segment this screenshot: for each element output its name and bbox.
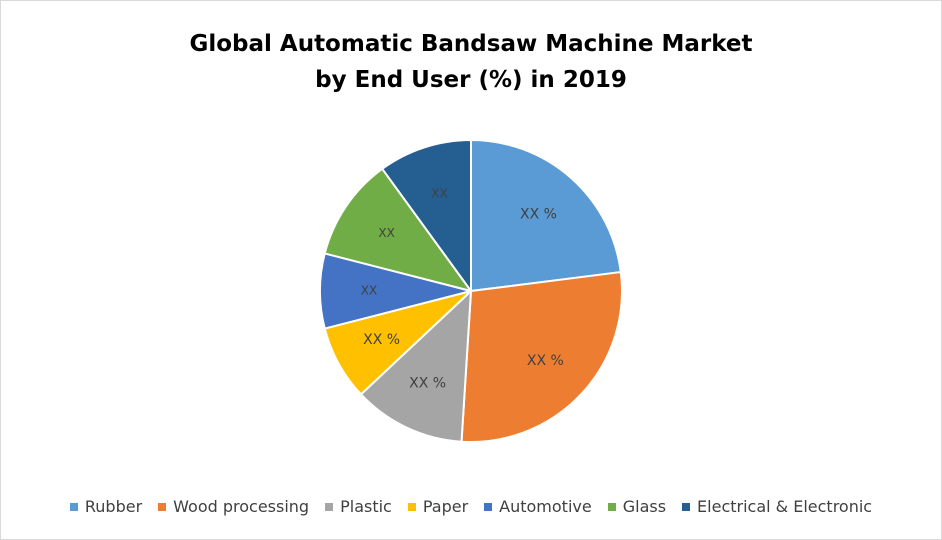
legend-item-wood-processing: Wood processing <box>158 497 309 516</box>
legend-label: Rubber <box>84 497 143 516</box>
chart-title-line-1: Global Automatic Bandsaw Machine Market <box>189 31 753 57</box>
legend-item-paper: Paper <box>407 497 469 516</box>
legend-swatch <box>682 502 691 511</box>
chart-legend: Rubber Wood processing Plastic Paper Automot… <box>0 497 942 516</box>
data-label-glass: XX <box>378 226 394 240</box>
legend-label: Automotive <box>499 497 592 516</box>
pie-labels: XX % XX % XX % XX % XX XX XX <box>361 187 564 392</box>
data-label-paper: XX % <box>363 332 400 348</box>
legend-label: Plastic <box>340 497 392 516</box>
legend-label: Paper <box>422 497 469 516</box>
pie-slice-electrical-electronic <box>381 139 472 292</box>
chart-title: Global Automatic Bandsaw Machine Market … <box>0 26 942 98</box>
legend-item-automotive: Automotive <box>484 497 592 516</box>
legend-item-glass: Glass <box>607 497 667 516</box>
legend-swatch <box>158 502 167 511</box>
data-label-electrical-electronic: XX <box>431 187 447 201</box>
chart-title-line-2: by End User (%) in 2019 <box>315 67 627 93</box>
data-label-wood-processing: XX % <box>527 353 564 369</box>
legend-swatch <box>407 502 416 511</box>
legend-item-plastic: Plastic <box>325 497 392 516</box>
data-label-rubber: XX % <box>520 207 557 223</box>
legend-item-rubber: Rubber <box>69 497 143 516</box>
legend-swatch <box>325 502 334 511</box>
legend-item-electrical-electronic: Electrical & Electronic <box>682 497 872 516</box>
pie-slice-wood-processing <box>460 271 623 443</box>
pie-slice-plastic <box>359 290 472 443</box>
legend-swatch <box>607 502 616 511</box>
data-label-automotive: XX <box>361 284 377 298</box>
legend-label: Wood processing <box>173 497 310 516</box>
pie-slices <box>318 139 623 443</box>
legend-label: Electrical & Electronic <box>697 497 873 516</box>
legend-label: Glass <box>622 497 667 516</box>
pie-slice-glass <box>323 167 472 292</box>
pie-slice-rubber <box>470 139 622 292</box>
legend-swatch <box>69 502 78 511</box>
data-label-plastic: XX % <box>409 375 446 391</box>
legend-swatch <box>484 502 493 511</box>
